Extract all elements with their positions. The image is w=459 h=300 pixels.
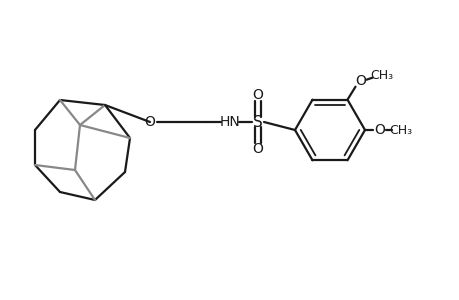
Text: S: S <box>252 115 262 130</box>
Text: CH₃: CH₃ <box>389 124 412 136</box>
Text: O: O <box>374 123 385 137</box>
Text: O: O <box>252 142 263 156</box>
Text: HN: HN <box>219 115 240 129</box>
Text: CH₃: CH₃ <box>369 69 392 82</box>
Text: O: O <box>144 115 155 129</box>
Text: O: O <box>252 88 263 102</box>
Text: O: O <box>354 74 365 88</box>
